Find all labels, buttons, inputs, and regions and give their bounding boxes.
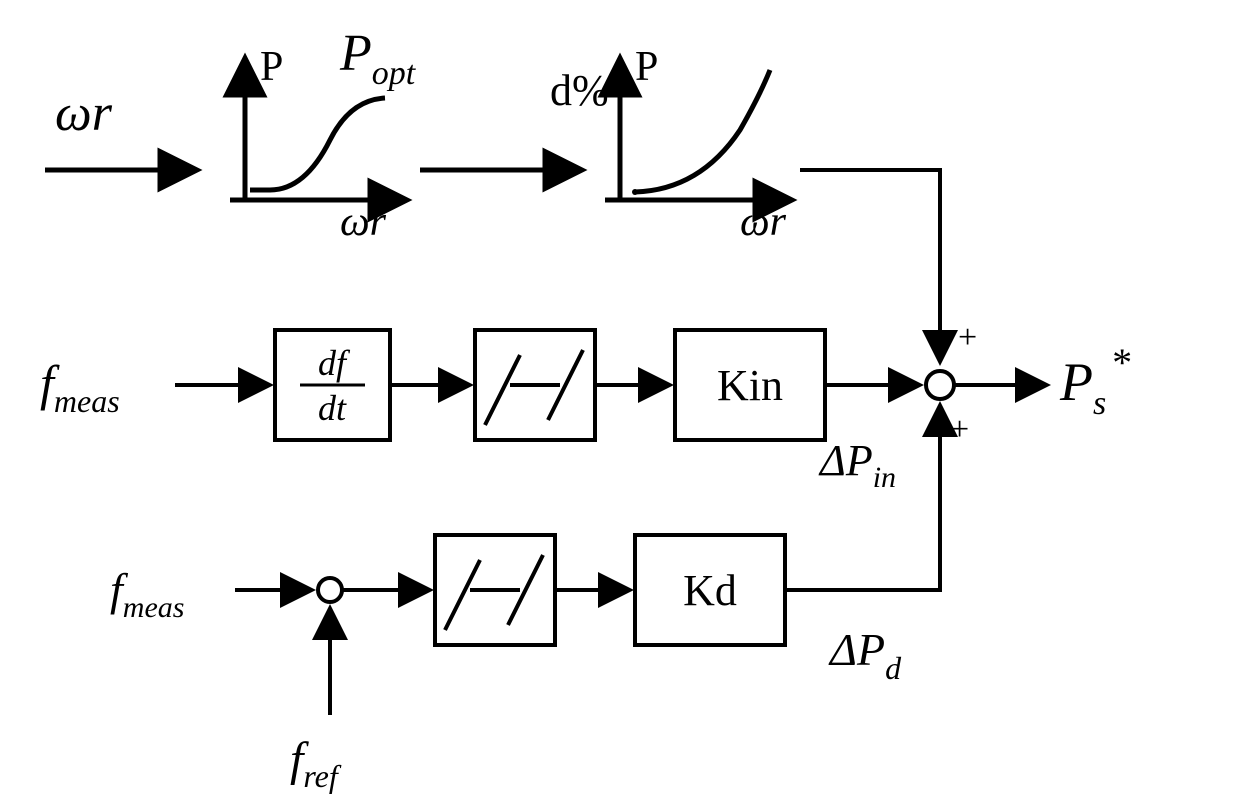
label-kin: Kin [717,361,783,410]
block-deadband-2 [435,535,555,645]
svg-text:dt: dt [318,388,347,428]
label-fref: fref [290,733,342,794]
label-fmeas-1: fmeas [40,355,120,419]
label-kd: Kd [683,566,737,615]
edge-kd-sum [785,407,940,590]
label-plus-mid: + [950,411,969,448]
sum-node-2 [926,371,954,399]
sum-node-1 [318,578,342,602]
label-p-opt: Popt [339,25,417,92]
label-d-percent: d% [550,66,609,115]
label-wr-axis-1: ωr [340,199,387,245]
label-dPin: ΔPin [818,436,896,494]
label-dfdt: df [318,343,351,383]
label-plus-top: + [958,319,977,356]
label-omega-r-input: ωr [55,85,113,142]
label-dPd: ΔPd [828,624,902,686]
control-block-diagram: ωr P ωr Popt d% P ωr + fmeas df dt [0,0,1239,801]
label-wr-axis-2: ωr [740,199,787,245]
label-P-axis-2: P [635,44,658,90]
label-ps-star: Ps* [1059,340,1130,422]
label-fmeas-2: fmeas [110,564,184,624]
curve-plot-2: P ωr [605,44,790,245]
label-P-axis-1: P [260,44,283,90]
block-deadband-1 [475,330,595,440]
